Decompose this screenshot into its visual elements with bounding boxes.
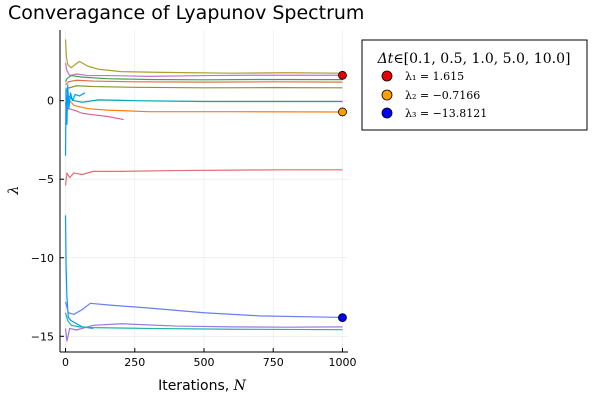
y-tick-label-2: −10 [31,252,54,265]
series-line-1 [64,39,343,74]
series-line-2 [64,62,343,77]
y-tick-label-3: −15 [31,330,54,343]
legend-marker-1 [381,70,393,82]
chart-title: Converagance of Lyapunov Spectrum [8,2,364,24]
y-tick-label-0: 0 [47,95,54,108]
x-tick-label-3: 750 [263,356,284,369]
x-tick-label-0: 0 [62,356,69,369]
legend-title: Δt∈[0.1, 0.5, 1.0, 5.0, 10.0] [377,51,571,67]
final-point-3 [338,313,347,323]
legend: Δt∈[0.1, 0.5, 1.0, 5.0, 10.0] λ₁ = 1.615… [361,39,588,131]
series-line-11 [64,215,94,330]
y-axis-title: λ [6,186,22,196]
legend-marker-2 [381,89,393,101]
series-line-10 [64,169,343,186]
final-points [338,70,347,323]
final-point-2 [338,107,347,117]
legend-label-2: λ₂ = −0.7166 [405,89,480,102]
x-tick-label-4: 1000 [328,356,356,369]
series-line-9 [64,84,86,156]
x-axis-title: Iterations, N [158,378,247,394]
y-tick-label-1: −5 [38,173,54,186]
legend-box [361,39,588,131]
series-line-3 [64,74,343,83]
x-tick-label-2: 500 [194,356,215,369]
series-line-13 [64,323,343,342]
legend-marker-3 [381,107,393,119]
series-line-4 [65,79,343,86]
ticks: 0 250 500 750 1000 0 −5 −10 −15 [31,95,357,369]
series-lines [64,39,343,342]
legend-label-1: λ₁ = 1.615 [405,70,464,83]
x-tick-label-1: 250 [124,356,145,369]
series-line-14 [64,312,343,331]
legend-label-3: λ₃ = −13.8121 [405,107,487,120]
series-line-5 [65,85,343,94]
series-line-12 [64,301,343,319]
final-point-1 [338,70,347,80]
